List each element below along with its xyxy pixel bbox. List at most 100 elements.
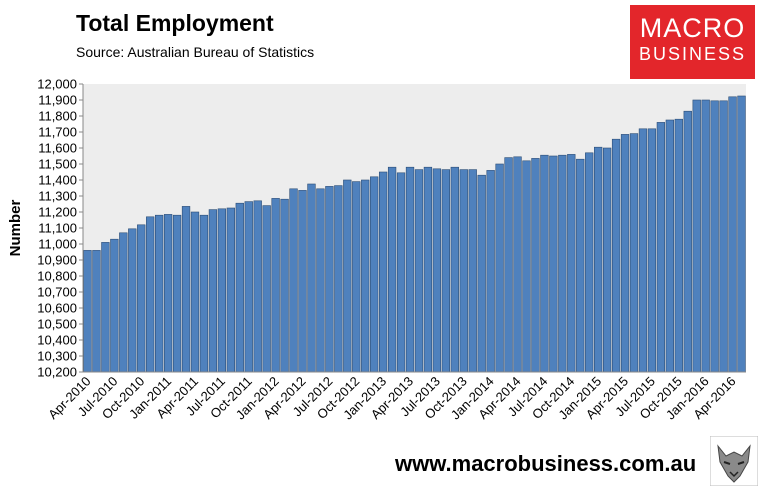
bar: [656, 122, 666, 373]
bar: [101, 242, 110, 373]
bar: [235, 202, 244, 373]
bar: [146, 216, 155, 373]
bar: [468, 169, 477, 373]
wolf-logo-icon: [710, 436, 758, 486]
bar: [289, 188, 298, 373]
bar: [128, 228, 137, 373]
bar: [334, 185, 343, 373]
bar: [92, 250, 101, 373]
logo-line-2: BUSINESS: [638, 44, 747, 64]
bar: [638, 128, 648, 373]
footer-url: www.macrobusiness.com.au: [395, 451, 697, 476]
bar: [549, 155, 558, 373]
bar: [450, 166, 459, 373]
bar: [522, 160, 531, 373]
bar: [217, 208, 227, 373]
y-tick-label: 10,600: [37, 301, 77, 316]
bar: [701, 99, 710, 373]
bar: [199, 214, 209, 373]
bar: [459, 169, 468, 373]
bar: [495, 163, 504, 373]
bar: [611, 138, 621, 373]
bar: [558, 154, 567, 373]
bar: [181, 206, 191, 373]
bar: [647, 128, 657, 373]
bar: [737, 95, 746, 373]
bar: [396, 172, 406, 373]
y-tick-label: 11,500: [38, 157, 77, 172]
chart-subtitle: Source: Australian Bureau of Statistics: [76, 44, 315, 60]
bar: [378, 171, 388, 373]
bar: [585, 152, 594, 373]
bar: [692, 99, 701, 373]
bar: [280, 198, 289, 373]
y-tick-label: 10,500: [37, 317, 77, 332]
bar: [665, 119, 674, 373]
bar: [540, 154, 549, 373]
bar: [683, 110, 692, 373]
bar: [620, 134, 630, 373]
y-axis-title: Number: [7, 200, 24, 257]
bar: [486, 170, 495, 373]
bar: [674, 118, 683, 373]
bar: [567, 154, 576, 373]
bar: [155, 214, 164, 373]
bar: [244, 201, 253, 373]
bar: [602, 147, 612, 373]
bar: [710, 100, 719, 373]
bar: [110, 238, 119, 373]
bar: [262, 205, 271, 373]
y-tick-label: 11,400: [38, 173, 77, 188]
bar: [316, 188, 325, 373]
bar: [728, 96, 737, 373]
bar: [137, 224, 146, 373]
macrobusiness-logo: MACRO BUSINESS: [630, 5, 755, 79]
bar: [405, 166, 415, 373]
y-tick-label: 11,100: [38, 221, 77, 236]
bar: [361, 179, 370, 373]
bar: [432, 168, 442, 373]
y-tick-label: 10,800: [37, 269, 77, 284]
bar: [83, 250, 92, 373]
logo-line-1: MACRO: [639, 13, 746, 43]
bar: [208, 209, 218, 373]
y-tick-label: 11,900: [38, 93, 77, 108]
bar: [513, 156, 522, 373]
y-tick-label: 11,200: [38, 205, 77, 220]
bar: [172, 214, 182, 373]
chart-title: Total Employment: [76, 10, 274, 36]
y-tick-label: 10,400: [37, 333, 77, 348]
bar: [352, 181, 361, 373]
bar: [576, 158, 585, 373]
bar: [343, 179, 352, 373]
bar: [163, 214, 173, 373]
bar: [298, 190, 307, 373]
y-tick-label: 10,700: [37, 285, 77, 300]
y-tick-label: 10,200: [37, 365, 77, 380]
y-tick-label: 11,300: [38, 189, 77, 204]
bar: [119, 232, 128, 373]
bar: [271, 198, 280, 373]
bar: [370, 176, 379, 373]
bar: [629, 133, 639, 373]
y-tick-label: 11,000: [38, 237, 77, 252]
employment-bar-chart: 10,20010,30010,40010,50010,60010,70010,8…: [7, 77, 746, 422]
bar: [387, 166, 397, 373]
y-tick-label: 12,000: [37, 77, 77, 92]
bar: [477, 174, 486, 373]
bar: [504, 157, 513, 373]
y-tick-label: 11,600: [38, 141, 77, 156]
bar: [253, 200, 262, 373]
bar: [719, 100, 728, 373]
bar: [226, 207, 235, 373]
bar: [414, 169, 424, 373]
bar: [325, 186, 334, 373]
y-tick-label: 10,900: [37, 253, 77, 268]
bar: [307, 183, 316, 373]
bar: [594, 146, 603, 373]
y-tick-label: 10,300: [37, 349, 77, 364]
y-tick-label: 11,700: [38, 125, 77, 140]
bar: [531, 158, 540, 373]
y-tick-label: 11,800: [38, 109, 77, 124]
bar: [441, 169, 451, 373]
